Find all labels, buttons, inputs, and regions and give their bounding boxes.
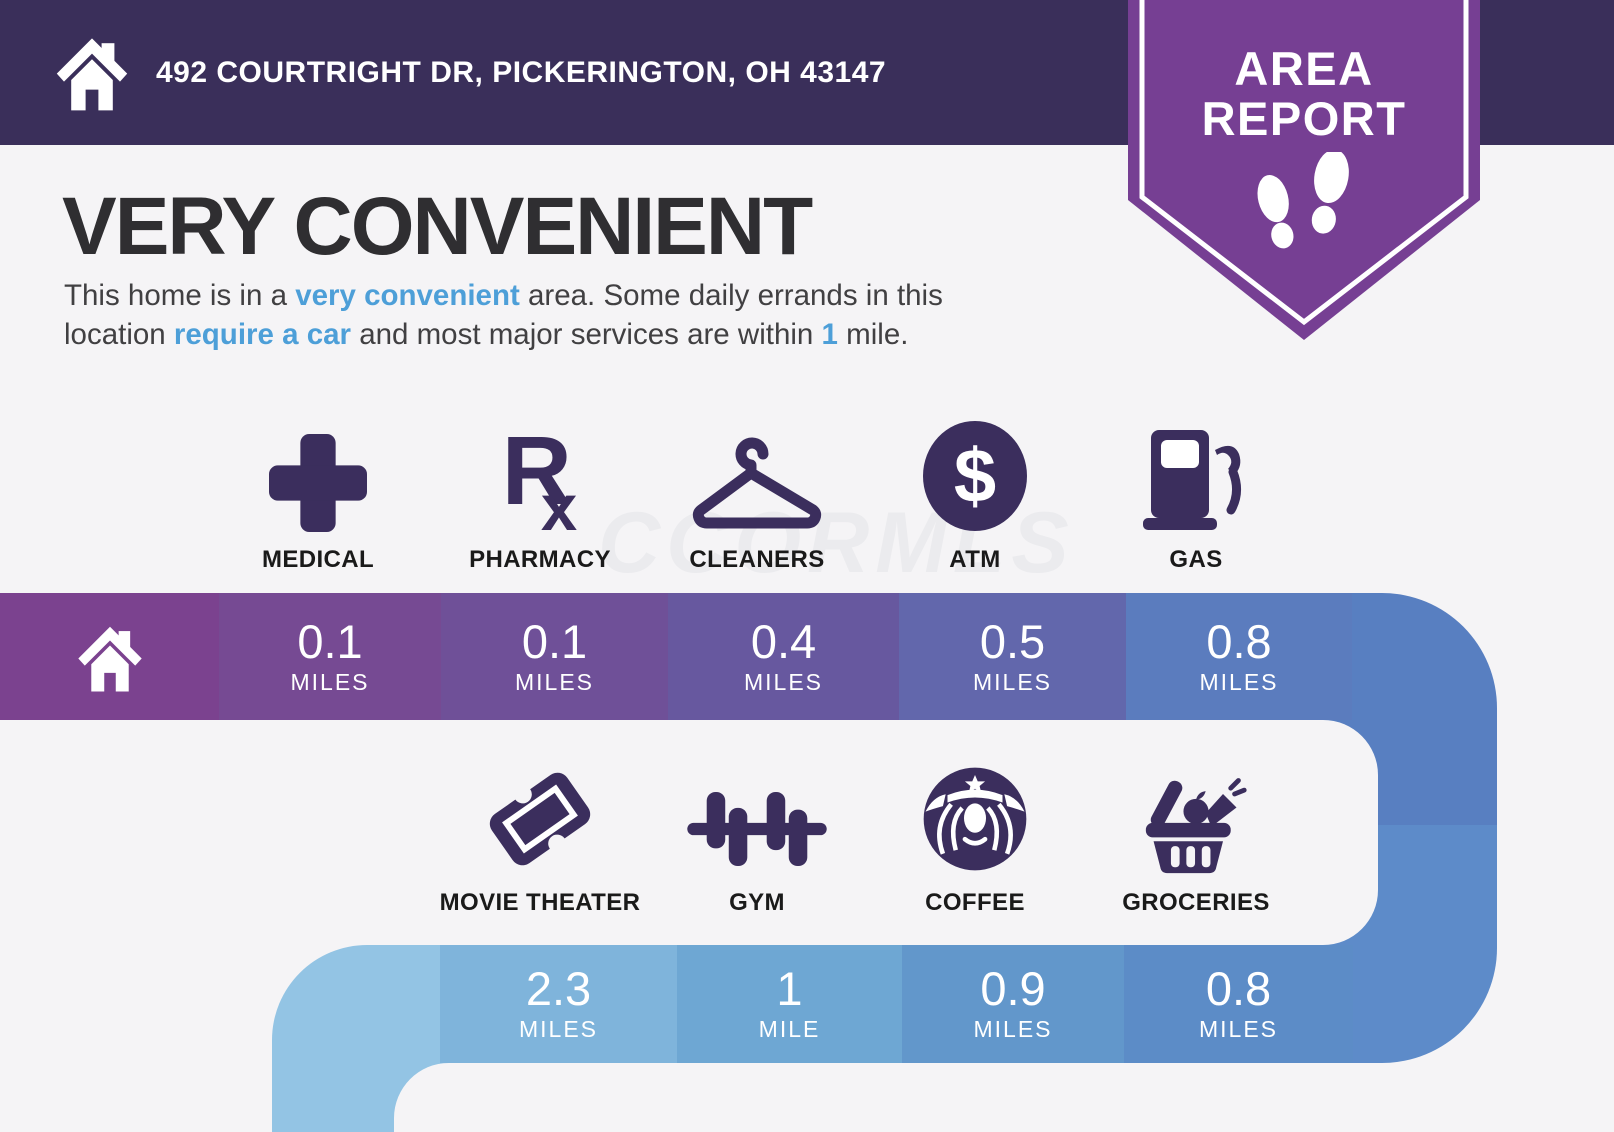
amenity-atm: $ ATM	[855, 420, 1095, 574]
coffee-icon-wrap	[920, 763, 1030, 875]
distance-unit: MILE	[758, 1016, 821, 1042]
page-title: VERY CONVENIENT	[62, 181, 813, 272]
distance-segment: 0.8 MILES	[1126, 593, 1352, 720]
distance-unit: MILES	[1199, 668, 1279, 695]
gym-icon-wrap	[682, 763, 832, 875]
cleaners-icon-wrap	[687, 420, 827, 532]
summary-paragraph: This home is in a very convenient area. …	[64, 276, 1164, 354]
amenity-label: GYM	[729, 889, 785, 916]
amenity-medical: MEDICAL	[198, 420, 438, 574]
band-inner-notch-left	[394, 1063, 724, 1132]
svg-text:R: R	[502, 420, 572, 525]
summary-text: location	[64, 318, 174, 351]
summary-line2: location require a car and most major se…	[64, 315, 1164, 354]
badge-title: AREA REPORT	[1128, 44, 1480, 144]
amenity-pharmacy: R x PHARMACY	[420, 420, 660, 574]
summary-highlight: require a car	[173, 318, 351, 351]
distance-segment: 0.8 MILES	[1124, 945, 1353, 1063]
distance-bar-row2: 2.3 MILES 1 MILE 0.9 MILES 0.8 MILES	[0, 945, 1614, 1063]
medical-cross-icon	[269, 434, 367, 532]
distance-value: 0.9	[980, 962, 1046, 1015]
hanger-icon	[692, 437, 822, 529]
distance-unit: MILES	[973, 1016, 1053, 1042]
distance-segment: 0.4 MILES	[668, 593, 899, 720]
starbucks-siren-icon	[923, 767, 1027, 871]
distance-value: 0.8	[1206, 614, 1272, 668]
amenity-gym: GYM	[637, 763, 877, 917]
distance-value: 0.1	[521, 614, 588, 668]
distance-unit: MILES	[972, 668, 1053, 695]
distance-value: 0.8	[1205, 962, 1272, 1015]
distance-value: 0.5	[979, 614, 1046, 668]
summary-line1: This home is in a very convenient area. …	[64, 276, 1164, 315]
distance-unit: MILES	[1198, 1016, 1279, 1042]
grocery-basket-icon	[1145, 778, 1247, 874]
amenity-movie-theater: MOVIE THEATER	[420, 763, 660, 917]
amenity-label: CLEANERS	[689, 546, 825, 573]
distance-segment: 0.9 MILES	[902, 945, 1124, 1063]
property-address: 492 COURTRIGHT DR, PICKERINGTON, OH 4314…	[156, 55, 887, 89]
distance-value: 0.4	[750, 614, 817, 668]
amenity-cleaners: CLEANERS	[637, 420, 877, 574]
dumbbell-icon	[687, 791, 827, 867]
footprints-icon	[1257, 152, 1349, 249]
svg-text:$: $	[954, 434, 996, 519]
distance-segment: 0.5 MILES	[899, 593, 1126, 720]
distance-unit: MILES	[518, 1016, 599, 1042]
distance-segment: 0.1 MILES	[441, 593, 668, 720]
amenity-label: GAS	[1169, 546, 1223, 573]
groceries-icon-wrap	[1138, 763, 1254, 875]
gas-icon-wrap	[1141, 420, 1251, 532]
amenity-label: GROCERIES	[1122, 889, 1270, 916]
movie-icon-wrap	[480, 763, 600, 875]
ticket-icon	[489, 772, 591, 866]
amenity-gas: GAS	[1076, 420, 1316, 574]
amenity-coffee: COFFEE	[855, 763, 1095, 917]
home-segment	[0, 593, 219, 720]
amenity-groceries: GROCERIES	[1076, 763, 1316, 917]
distance-value: 0.1	[297, 614, 363, 668]
home-icon	[56, 38, 128, 111]
distance-segment: 2.3 MILES	[440, 945, 677, 1063]
amenity-label: MEDICAL	[261, 546, 375, 573]
rx-icon: R x	[502, 420, 578, 532]
amenity-label: PHARMACY	[469, 546, 611, 573]
home-icon	[77, 626, 142, 692]
atm-icon-wrap: $	[921, 420, 1029, 532]
svg-text:x: x	[541, 471, 577, 532]
distance-segment: 0.1 MILES	[219, 593, 441, 720]
distance-unit: MILES	[290, 668, 370, 695]
summary-text: area. Some daily errands in this	[519, 279, 943, 312]
distance-unit: MILES	[743, 668, 824, 695]
distance-unit: MILES	[514, 668, 595, 695]
dollar-circle-icon: $	[923, 421, 1027, 531]
summary-highlight: 1	[821, 318, 838, 351]
pharmacy-icon-wrap: R x	[484, 420, 596, 532]
distance-value: 1	[776, 962, 803, 1015]
summary-text: This home is in a	[64, 279, 296, 312]
medical-icon-wrap	[269, 420, 367, 532]
distance-segment: 1 MILE	[677, 945, 902, 1063]
amenity-label: ATM	[949, 546, 1001, 573]
area-report-badge	[1128, 0, 1480, 340]
distance-bar-row1: 0.1 MILES 0.1 MILES 0.4 MILES 0.5 MILES …	[0, 593, 1614, 720]
amenity-label: MOVIE THEATER	[439, 889, 641, 916]
summary-text: and most major services are within	[351, 318, 822, 351]
summary-highlight: very convenient	[295, 279, 520, 312]
distance-value: 2.3	[525, 962, 592, 1015]
gas-pump-icon	[1143, 430, 1241, 530]
badge-title-line2: REPORT	[1201, 92, 1407, 145]
summary-text: mile.	[837, 318, 909, 351]
badge-title-line1: AREA	[1234, 42, 1374, 95]
amenity-label: COFFEE	[925, 889, 1025, 916]
